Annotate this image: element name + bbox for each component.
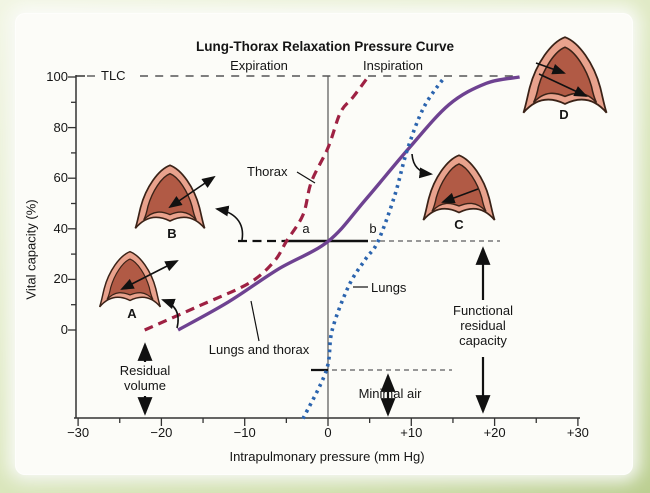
- x-tick-label: −10: [233, 425, 256, 440]
- lung-icon-c: [422, 154, 496, 221]
- label-pointer-lines: [250, 171, 368, 342]
- curved-arrow-to-a: [161, 298, 179, 329]
- residual-volume-label-line2: volume: [124, 378, 166, 393]
- y-tick-label: 80: [53, 119, 68, 135]
- frc-label-line3: capacity: [459, 333, 507, 348]
- lung-a-recoil-arrow: [120, 260, 179, 290]
- y-tick-label: 20: [53, 271, 68, 287]
- lung-d-recoil-arrow-2: [538, 73, 588, 97]
- lung-c-recoil-arrow: [441, 188, 479, 204]
- lung-c-label: C: [454, 217, 464, 232]
- frc-label-line2: residual: [460, 318, 506, 333]
- y-axis-title: Vital capacity (%): [23, 199, 39, 300]
- x-tick-label: 0: [324, 425, 332, 440]
- lung-icon-a: [98, 250, 162, 308]
- x-tick-label: +20: [483, 425, 506, 440]
- curved-arrow-to-c: [411, 153, 434, 179]
- lung-icon-b: [134, 164, 206, 229]
- x-tick-label: −30: [67, 425, 90, 440]
- y-tick-label: 60: [53, 170, 68, 186]
- lung-d-label: D: [559, 107, 569, 122]
- x-axis-ticks: [77, 418, 579, 426]
- minimal-air-label: Minimal air: [358, 386, 422, 401]
- lungs-curve: [301, 75, 447, 420]
- lungs-curve-label: Lungs: [371, 280, 407, 295]
- y-axis: [75, 75, 85, 418]
- recoil-arrows: [120, 62, 588, 290]
- x-axis-title: Intrapulmonary pressure (mm Hg): [229, 449, 425, 464]
- y-axis-ticks: [68, 76, 76, 331]
- thorax-curve: [144, 76, 370, 332]
- lungs-thorax-curve-label: Lungs and thorax: [208, 342, 310, 357]
- curved-arrows: [161, 153, 434, 329]
- phase-label-expiration: Expiration: [230, 58, 288, 73]
- thorax-curve-label: Thorax: [247, 164, 288, 179]
- tlc-label: TLC: [101, 68, 126, 83]
- y-tick-label: 0: [60, 322, 68, 337]
- figure-title: Lung-Thorax Relaxation Pressure Curve: [195, 39, 455, 54]
- point-a-label: a: [302, 221, 310, 236]
- frc-label-line1: Functional: [453, 303, 513, 318]
- lungs-thorax-curve: [177, 75, 520, 332]
- point-b-label: b: [369, 221, 377, 236]
- lung-b-recoil-arrow: [168, 175, 216, 209]
- y-tick-label: 40: [53, 220, 68, 236]
- y-tick-label: 100: [46, 69, 68, 84]
- lung-a-label: A: [127, 306, 137, 321]
- lung-d-recoil-arrow-1: [535, 62, 566, 75]
- phase-label-inspiration: Inspiration: [363, 58, 423, 73]
- residual-volume-label-line1: Residual: [119, 363, 171, 378]
- x-tick-label: +10: [400, 425, 423, 440]
- x-tick-label: −20: [150, 425, 173, 440]
- curved-arrow-to-b: [214, 205, 244, 241]
- x-tick-label: +30: [566, 425, 589, 440]
- lung-b-label: B: [167, 226, 177, 241]
